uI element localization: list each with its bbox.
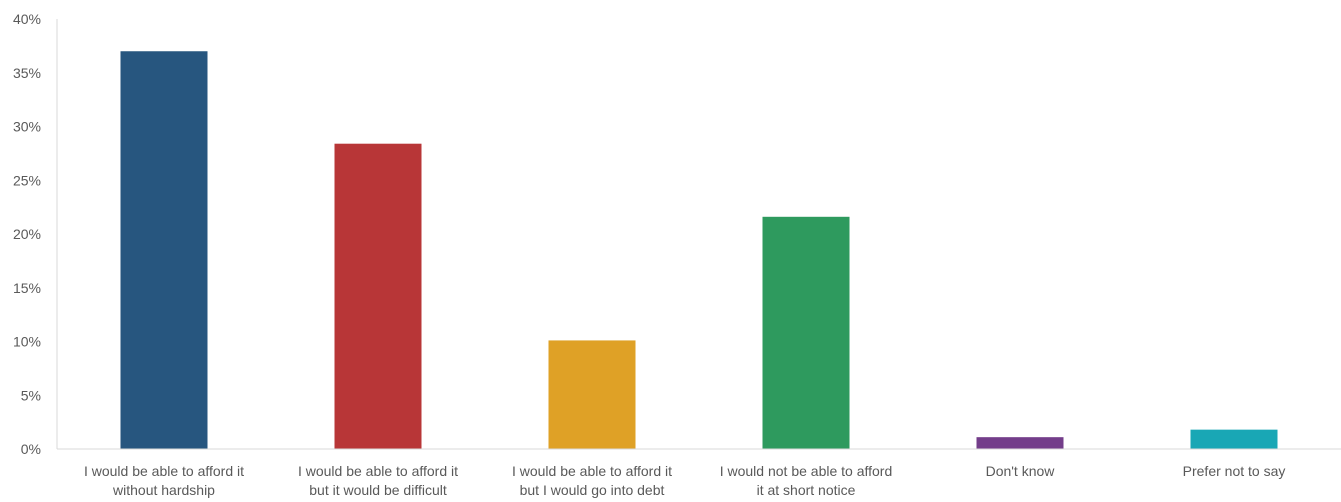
bar — [334, 143, 422, 449]
bar — [548, 340, 636, 449]
y-tick-label: 0% — [21, 441, 41, 457]
y-tick-label: 20% — [13, 226, 41, 242]
x-tick-label-line: but it would be difficult — [309, 482, 447, 498]
x-tick-label: Prefer not to say — [1183, 463, 1286, 479]
y-tick-label: 5% — [21, 387, 41, 403]
y-tick-label: 30% — [13, 119, 41, 135]
x-tick-label-line: I would be able to afford it — [298, 463, 458, 479]
y-tick-label: 35% — [13, 65, 41, 81]
bar — [1190, 429, 1278, 449]
x-tick-label-line: I would not be able to afford — [720, 463, 893, 479]
x-tick-label: I would be able to afford it but it would… — [298, 463, 458, 498]
x-tick-label: I would be able to afford it but I would … — [512, 463, 672, 498]
bar — [120, 51, 208, 449]
y-tick-label: 25% — [13, 172, 41, 188]
y-tick-label: 40% — [13, 11, 41, 27]
bars — [120, 51, 1278, 449]
x-tick-label: I would not be able to afford it at short… — [720, 463, 893, 498]
x-tick-label-line: I would be able to afford it — [84, 463, 244, 479]
y-tick-label: 15% — [13, 280, 41, 296]
x-tick-label: I would be able to afford it without hard… — [84, 463, 244, 498]
x-tick-label-line: but I would go into debt — [520, 482, 665, 498]
bar — [762, 216, 850, 449]
y-tick-label: 10% — [13, 334, 41, 350]
x-axis: I would be able to afford it without hard… — [57, 448, 1341, 498]
x-tick-label-line: without hardship — [112, 482, 215, 498]
y-axis: 0% 5% 10% 15% 20% 25% 30% 35% 40% — [13, 11, 58, 457]
x-tick-label-line: I would be able to afford it — [512, 463, 672, 479]
x-tick-label: Don't know — [986, 463, 1056, 479]
x-tick-label-line: Don't know — [986, 463, 1056, 479]
x-tick-label-line: Prefer not to say — [1183, 463, 1286, 479]
bar — [976, 437, 1064, 449]
x-tick-label-line: it at short notice — [757, 482, 856, 498]
